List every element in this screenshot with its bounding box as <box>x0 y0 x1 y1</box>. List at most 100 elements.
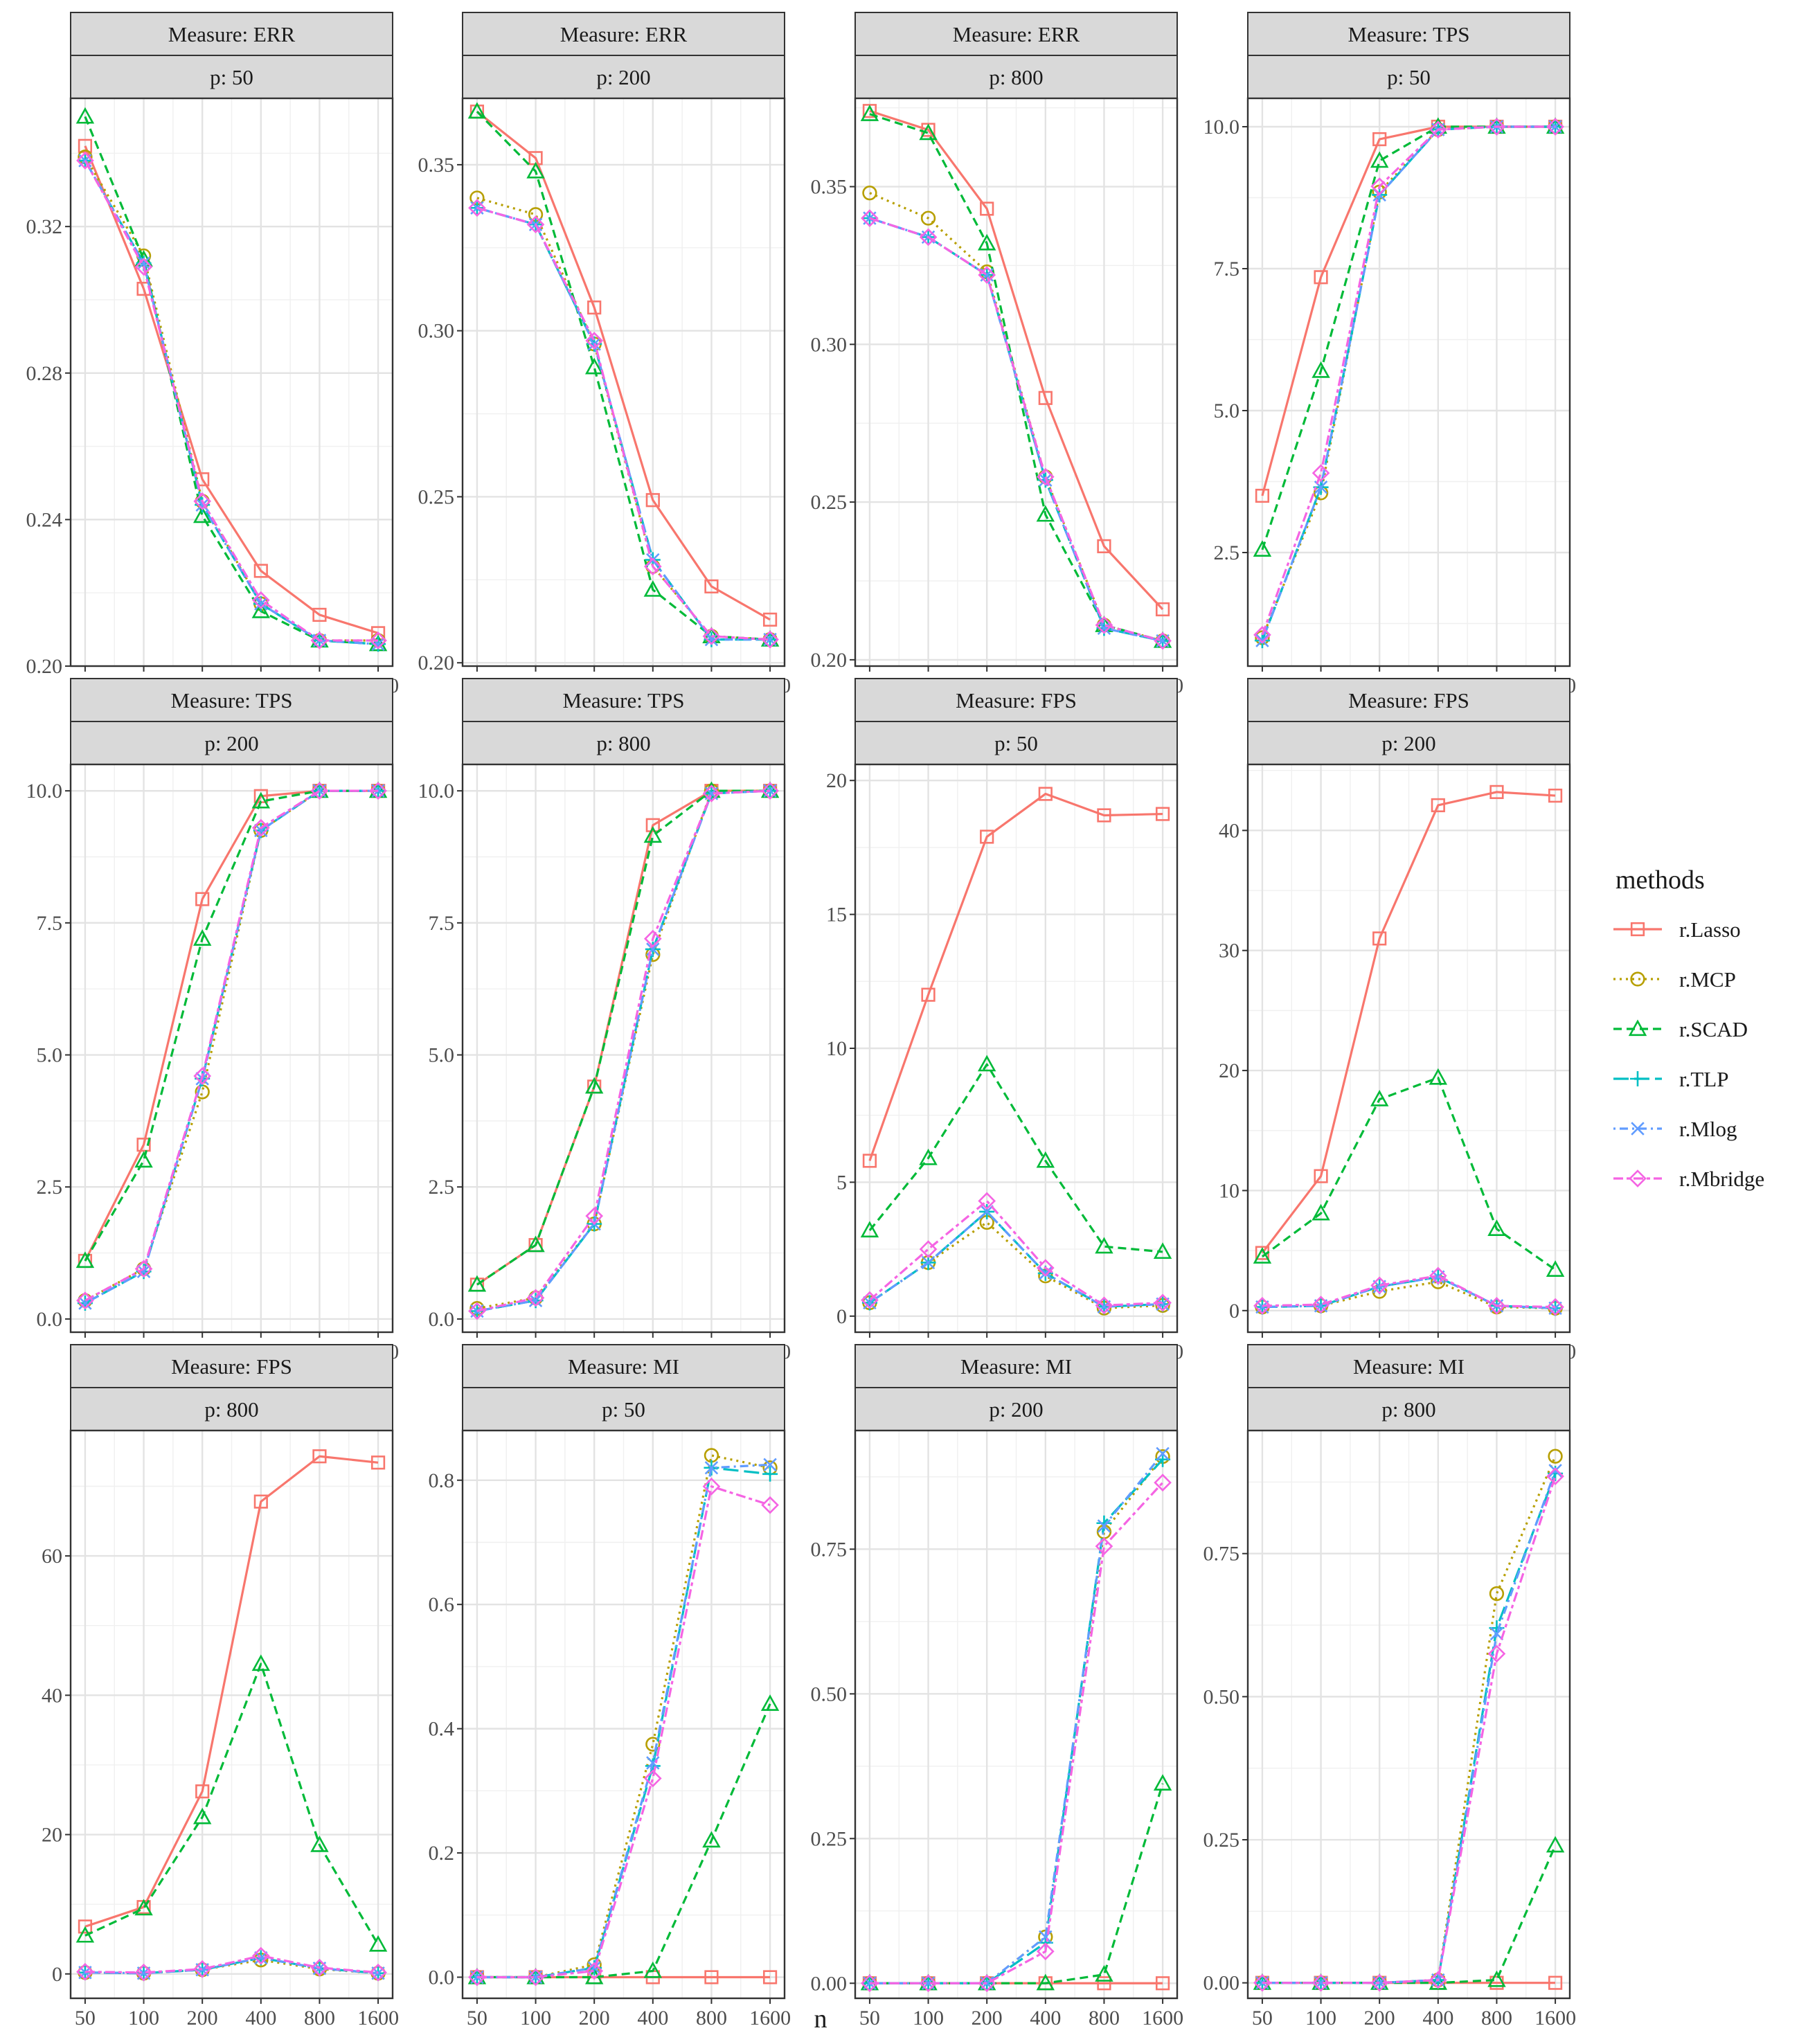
panel-border <box>69 1429 394 2000</box>
data-point-mbridge <box>1154 1293 1172 1312</box>
series-line-mbridge <box>476 1485 771 1979</box>
x-tick-label: 50 <box>467 2007 487 2029</box>
series-line-tlp <box>869 1210 1163 1308</box>
data-point-lasso <box>587 301 602 315</box>
data-point-scad <box>1095 1237 1113 1254</box>
data-point-mbridge <box>702 785 721 803</box>
x-tick-label: 100 <box>128 2007 159 2029</box>
data-point-mbridge <box>1253 1973 1271 1992</box>
series-line-mcp <box>869 1221 1163 1309</box>
y-tick-label: 0.20 <box>811 649 848 672</box>
data-point-mcp <box>862 186 877 201</box>
facet-strip-label: p: 200 <box>204 731 258 755</box>
data-point-scad <box>310 1835 329 1852</box>
y-tick-label: 5.0 <box>37 1044 63 1067</box>
data-point-lasso <box>1314 1169 1328 1183</box>
facet-strip-label: Measure: ERR <box>953 22 1080 46</box>
data-point-mbridge <box>1036 1259 1055 1278</box>
data-point-mbridge <box>526 215 545 234</box>
series-line-mlog <box>869 1210 1163 1308</box>
y-tick-label: 0.2 <box>429 1842 455 1865</box>
data-point-mlog <box>863 1296 877 1310</box>
data-point-mlog <box>1156 1446 1170 1461</box>
facet-strip-label: p: 800 <box>1381 1397 1435 1422</box>
facet-strip <box>854 678 1178 722</box>
data-point-mcp <box>1489 1586 1505 1602</box>
data-point-mbridge <box>251 1946 270 1965</box>
data-point-mlog <box>921 1255 936 1270</box>
data-point-mlog <box>136 256 151 270</box>
data-point-scad <box>1253 540 1272 557</box>
series-line-mbridge <box>869 217 1163 643</box>
panel-border <box>1246 763 1571 1334</box>
y-tick-label: 0.75 <box>1203 1543 1240 1566</box>
facet-strip <box>854 1344 1178 1388</box>
data-point-scad <box>1546 1260 1565 1277</box>
legend-key-marker <box>1629 1169 1647 1187</box>
x-tick-label: 800 <box>1089 2007 1120 2029</box>
facet-strip <box>1247 1344 1570 1388</box>
x-tick-label: 100 <box>913 2007 944 2029</box>
legend-label: r.Lasso <box>1679 917 1741 942</box>
data-point-scad <box>75 1926 95 1943</box>
legend-key-marker <box>1630 922 1645 937</box>
panel-border <box>1246 97 1571 667</box>
data-point-mbridge <box>310 631 329 649</box>
data-point-lasso <box>1097 539 1111 553</box>
facet-strip-label: p: 800 <box>204 1397 258 1422</box>
data-point-mbridge <box>1154 1473 1172 1492</box>
y-tick-label: 0 <box>52 1963 62 1986</box>
series-line-mbridge <box>476 789 771 1313</box>
legend-item-scad: r.SCAD <box>1613 1017 1748 1041</box>
data-point-lasso <box>1097 808 1111 823</box>
legend-label: r.Mbridge <box>1679 1167 1764 1191</box>
y-tick-label: 7.5 <box>429 912 455 935</box>
data-point-lasso <box>1372 931 1387 946</box>
data-point-mbridge <box>585 332 604 350</box>
facet-strip-label: p: 50 <box>1387 65 1431 89</box>
series-line-mbridge <box>1262 1476 1557 1984</box>
facet-strip <box>70 678 393 722</box>
y-tick-label: 0.20 <box>26 655 63 678</box>
data-point-lasso <box>1255 488 1270 503</box>
series-line-mcp <box>84 789 379 1302</box>
y-tick-label: 0.50 <box>811 1683 848 1705</box>
facet-strip <box>70 1344 393 1388</box>
data-point-mbridge <box>76 152 94 170</box>
data-point-mlog <box>763 1458 777 1472</box>
data-point-mbridge <box>643 929 662 948</box>
series-line-mbridge <box>476 206 771 641</box>
data-point-mbridge <box>1095 1296 1113 1315</box>
data-point-mlog <box>1097 621 1111 636</box>
data-point-lasso <box>1372 132 1387 147</box>
data-point-scad <box>193 506 212 523</box>
y-tick-label: 0.35 <box>811 176 848 199</box>
data-point-mcp <box>1548 1449 1563 1464</box>
legend-item-tlp: r.TLP <box>1613 1067 1728 1091</box>
data-point-scad <box>251 601 271 618</box>
y-tick-label: 0 <box>1229 1300 1239 1323</box>
data-point-lasso <box>253 564 268 578</box>
y-tick-label: 0.25 <box>418 485 455 508</box>
data-point-mbridge <box>1312 464 1330 483</box>
facet-strip <box>462 1387 785 1431</box>
y-tick-label: 0.75 <box>811 1538 848 1561</box>
y-tick-label: 10.0 <box>418 780 455 803</box>
series-line-mbridge <box>1261 125 1556 636</box>
data-point-scad <box>1312 1203 1330 1221</box>
facet-strip <box>854 12 1178 56</box>
data-point-mbridge <box>1312 1973 1330 1992</box>
facet-strip-label: Measure: TPS <box>1348 22 1470 46</box>
panel-border <box>69 97 394 667</box>
x-tick-label: 400 <box>637 2007 668 2029</box>
facet-strip <box>70 721 393 765</box>
data-point-mbridge <box>585 1207 604 1226</box>
series-line-mbridge <box>84 789 379 1302</box>
y-tick-label: 0.30 <box>418 320 455 343</box>
data-point-scad <box>1095 1965 1113 1982</box>
facet-strip-label: Measure: TPS <box>171 688 293 712</box>
data-point-scad <box>526 161 545 179</box>
facet-strip-label: Measure: MI <box>568 1354 679 1379</box>
